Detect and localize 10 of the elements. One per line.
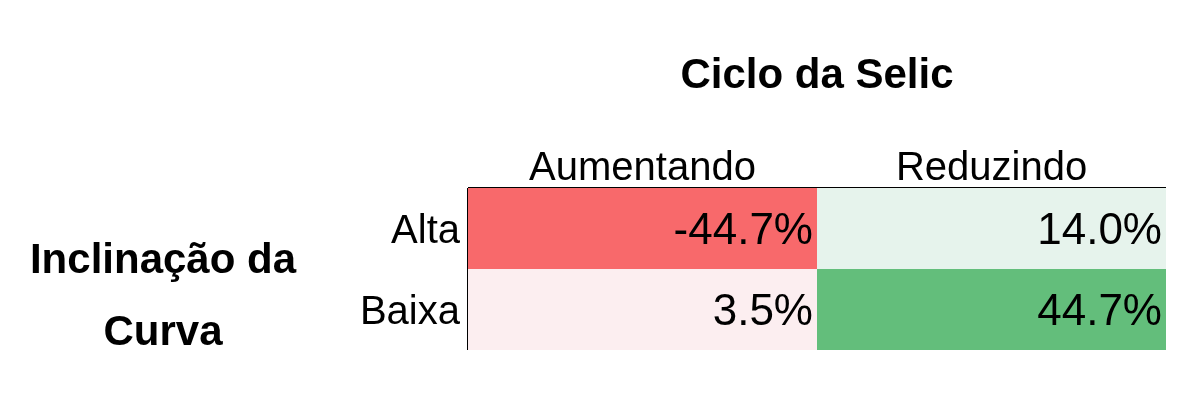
x-tick-label: Aumentando bbox=[529, 144, 756, 188]
data-label: 44.7% bbox=[1037, 284, 1162, 334]
y-axis-title: Inclinação da Curva bbox=[28, 234, 298, 356]
y-tick-label: Alta bbox=[391, 206, 461, 251]
data-label: 3.5% bbox=[712, 284, 813, 334]
data-label: -44.7% bbox=[673, 203, 813, 253]
x-tick-label: Reduzindo bbox=[895, 144, 1088, 188]
y-tick-label: Baixa bbox=[359, 287, 461, 332]
chart-title: Ciclo da Selic bbox=[679, 50, 955, 98]
data-label: 14.0% bbox=[1037, 203, 1162, 253]
